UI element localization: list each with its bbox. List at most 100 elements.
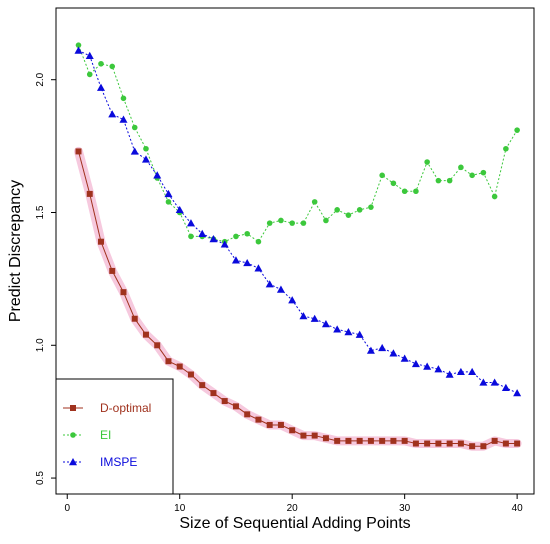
- data-point-imspe: [423, 362, 432, 370]
- data-point-ei: [109, 63, 116, 70]
- data-point-imspe: [209, 235, 218, 243]
- data-point-d-optimal: [345, 437, 352, 444]
- data-point-d-optimal: [435, 440, 442, 447]
- data-point-imspe: [153, 171, 162, 179]
- data-point-d-optimal: [424, 440, 431, 447]
- data-point-imspe: [108, 110, 117, 118]
- legend-label-d-optimal: D-optimal: [100, 401, 151, 415]
- data-point-imspe: [186, 219, 195, 227]
- data-point-d-optimal: [514, 440, 521, 447]
- data-point-imspe: [321, 320, 330, 328]
- series-line-d-optimal: [78, 151, 518, 447]
- data-point-ei: [514, 127, 520, 133]
- data-point-imspe: [164, 189, 173, 198]
- data-point-d-optimal: [266, 421, 273, 428]
- data-point-imspe: [220, 240, 229, 248]
- data-point-imspe: [490, 378, 499, 386]
- data-point-imspe: [333, 325, 342, 333]
- data-point-imspe: [130, 147, 139, 155]
- data-point-ei: [75, 42, 82, 48]
- data-point-ei: [165, 199, 172, 205]
- data-point-ei: [503, 145, 509, 152]
- y-tick-label: 0.5: [35, 471, 46, 485]
- x-axis-title: Size of Sequential Adding Points: [179, 515, 410, 532]
- data-point-imspe: [299, 312, 308, 320]
- data-point-d-optimal: [322, 435, 329, 442]
- data-point-d-optimal: [97, 238, 104, 245]
- data-point-d-optimal: [367, 437, 374, 444]
- data-point-d-optimal: [277, 421, 284, 428]
- data-point-d-optimal: [300, 432, 307, 439]
- data-point-imspe: [468, 367, 477, 376]
- series-ei: [75, 42, 520, 245]
- x-tick-label: 0: [64, 503, 70, 514]
- data-point-ei: [345, 212, 352, 218]
- data-point-d-optimal: [491, 437, 498, 444]
- data-point-d-optimal: [390, 437, 397, 444]
- series-d-optimal: [73, 146, 522, 451]
- legend-box: [55, 378, 174, 495]
- legend-marker-d-optimal: [70, 405, 76, 411]
- data-point-d-optimal: [469, 443, 476, 450]
- y-tick-label: 2.0: [35, 72, 46, 86]
- data-point-ei: [278, 217, 284, 224]
- data-point-d-optimal: [255, 416, 262, 423]
- y-axis-title: Predict Discrepancy: [7, 180, 24, 322]
- data-point-imspe: [411, 359, 420, 368]
- data-point-imspe: [119, 115, 128, 123]
- data-point-ei: [311, 199, 318, 205]
- data-point-d-optimal: [154, 342, 161, 349]
- data-point-ei: [131, 124, 138, 131]
- x-tick-label: 30: [399, 503, 411, 514]
- data-point-imspe: [231, 256, 240, 264]
- data-point-imspe: [400, 354, 409, 362]
- y-tick-label: 1.5: [35, 205, 46, 219]
- x-tick-label: 40: [512, 503, 524, 514]
- data-point-imspe: [74, 46, 83, 54]
- series-layer: [73, 42, 522, 451]
- data-point-ei: [233, 233, 239, 240]
- data-point-imspe: [355, 330, 364, 338]
- data-point-d-optimal: [120, 289, 127, 296]
- data-point-d-optimal: [244, 411, 251, 418]
- data-point-imspe: [288, 296, 297, 304]
- data-point-ei: [424, 159, 430, 165]
- legend-item-d-optimal: D-optimal: [63, 401, 151, 415]
- series-line-ei: [78, 45, 518, 243]
- data-point-imspe: [378, 343, 387, 352]
- data-point-imspe: [96, 83, 105, 91]
- legend-label-imspe: IMSPE: [100, 455, 137, 469]
- data-point-d-optimal: [356, 437, 363, 444]
- data-point-imspe: [175, 205, 184, 214]
- data-point-d-optimal: [457, 440, 464, 447]
- axes: 0 10 20 30 40 0.5 1.0 1.5 2.0: [35, 72, 523, 514]
- data-point-ei: [255, 238, 262, 245]
- data-point-imspe: [513, 389, 522, 397]
- data-point-imspe: [141, 155, 150, 163]
- data-point-imspe: [276, 285, 285, 293]
- legend-item-imspe: IMSPE: [63, 455, 137, 469]
- data-point-ei: [143, 145, 149, 152]
- data-point-d-optimal: [75, 148, 82, 155]
- data-point-ei: [480, 169, 487, 176]
- legend-marker-ei: [70, 432, 76, 438]
- data-point-ei: [300, 220, 307, 226]
- data-point-d-optimal: [210, 390, 217, 397]
- data-point-imspe: [434, 365, 443, 373]
- data-point-d-optimal: [187, 371, 194, 378]
- data-point-d-optimal: [401, 437, 408, 444]
- series-line-imspe: [78, 50, 518, 394]
- legend-marker-imspe: [69, 458, 77, 466]
- plot-frame: [55, 7, 535, 495]
- data-point-imspe: [243, 258, 252, 267]
- data-point-imspe: [265, 280, 274, 288]
- data-point-imspe: [445, 370, 454, 378]
- x-tick-label: 10: [174, 503, 186, 514]
- data-point-imspe: [310, 314, 319, 322]
- data-point-d-optimal: [311, 432, 318, 439]
- data-point-d-optimal: [142, 331, 149, 338]
- legend-items: D-optimal EI IMSPE: [63, 401, 151, 469]
- data-point-ei: [401, 188, 408, 195]
- data-point-ei: [368, 204, 374, 210]
